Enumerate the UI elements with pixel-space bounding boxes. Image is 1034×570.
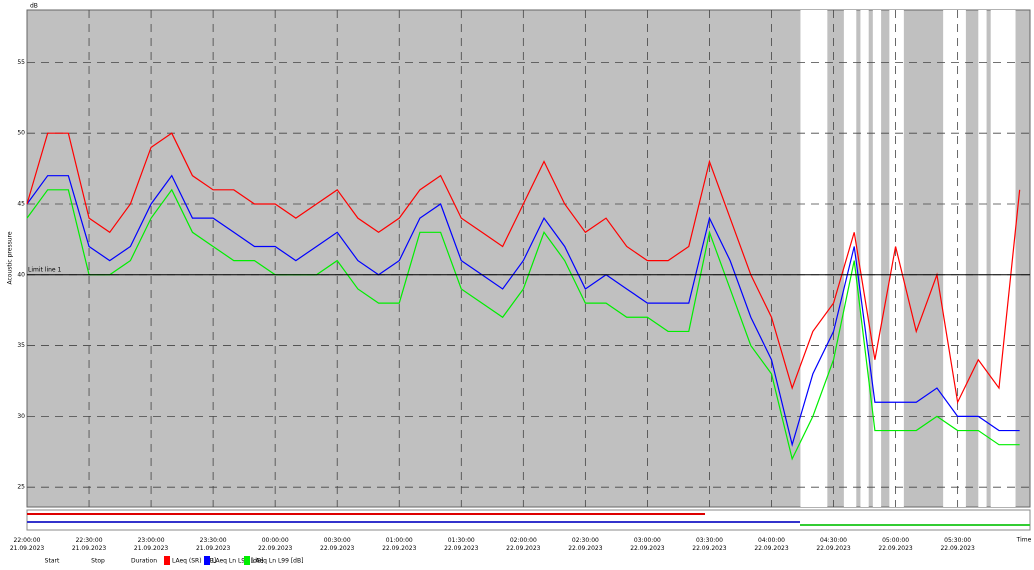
excluded-period <box>889 10 904 507</box>
y-tick-label: 35 <box>17 342 25 349</box>
legend-label: LAeq Ln L90 [dB] <box>212 558 263 565</box>
x-tick-label: 00:00:00 22.09.2023 <box>258 537 293 552</box>
y-tick-label: 45 <box>17 200 25 207</box>
excluded-period <box>872 10 882 507</box>
x-tick-label: 02:00:00 22.09.2023 <box>506 537 541 552</box>
excluded-period <box>843 10 857 507</box>
x-tick-label: 03:00:00 22.09.2023 <box>630 537 665 552</box>
x-axis-label: Time <box>1016 537 1032 544</box>
x-tick-label: 00:30:00 22.09.2023 <box>320 537 355 552</box>
excluded-period <box>943 10 966 507</box>
x-tick-label: 23:30:00 21.09.2023 <box>196 537 231 552</box>
series-line <box>26 174 1020 448</box>
y-tick-label: 30 <box>17 413 25 420</box>
limit-line-label: Limit line 1 <box>28 266 62 273</box>
series-line <box>26 132 1021 405</box>
x-tick-label: 03:30:00 22.09.2023 <box>692 537 727 552</box>
x-tick-label: 02:30:00 22.09.2023 <box>568 537 603 552</box>
x-tick-label: 22:30:00 21.09.2023 <box>72 537 107 552</box>
legend-swatch <box>204 556 210 565</box>
excluded-period <box>990 10 1016 507</box>
x-tick-label: 01:00:00 22.09.2023 <box>382 537 417 552</box>
x-tick-label: 04:30:00 22.09.2023 <box>816 537 851 552</box>
y-unit: dB <box>30 3 38 10</box>
excluded-period <box>860 10 869 507</box>
legend-swatch <box>164 556 170 565</box>
x-tick-label: 23:00:00 21.09.2023 <box>134 537 169 552</box>
legend-label: LAeq Ln L99 [dB] <box>252 558 303 565</box>
y-tick-label: 40 <box>17 271 25 278</box>
legend-header: Duration <box>131 558 157 565</box>
x-tick-label: 05:00:00 22.09.2023 <box>878 537 913 552</box>
y-tick-label: 55 <box>17 59 25 66</box>
y-axis-label: Acoustic pressure <box>7 231 14 284</box>
x-tick-label: 01:30:00 22.09.2023 <box>444 537 479 552</box>
y-tick-label: 25 <box>17 484 25 491</box>
x-tick-label: 04:00:00 22.09.2023 <box>754 537 789 552</box>
y-tick-label: 50 <box>17 130 25 137</box>
legend-header: Stop <box>91 558 105 565</box>
x-tick-label: 22:00:00 21.09.2023 <box>10 537 45 552</box>
excluded-period <box>800 10 828 507</box>
excluded-period <box>978 10 987 507</box>
x-tick-label: 05:30:00 22.09.2023 <box>940 537 975 552</box>
legend-label: LAeq (SR) [dB] <box>172 558 216 565</box>
legend-header: Start <box>45 558 60 565</box>
legend-swatch <box>244 556 250 565</box>
series-line <box>26 188 1020 461</box>
